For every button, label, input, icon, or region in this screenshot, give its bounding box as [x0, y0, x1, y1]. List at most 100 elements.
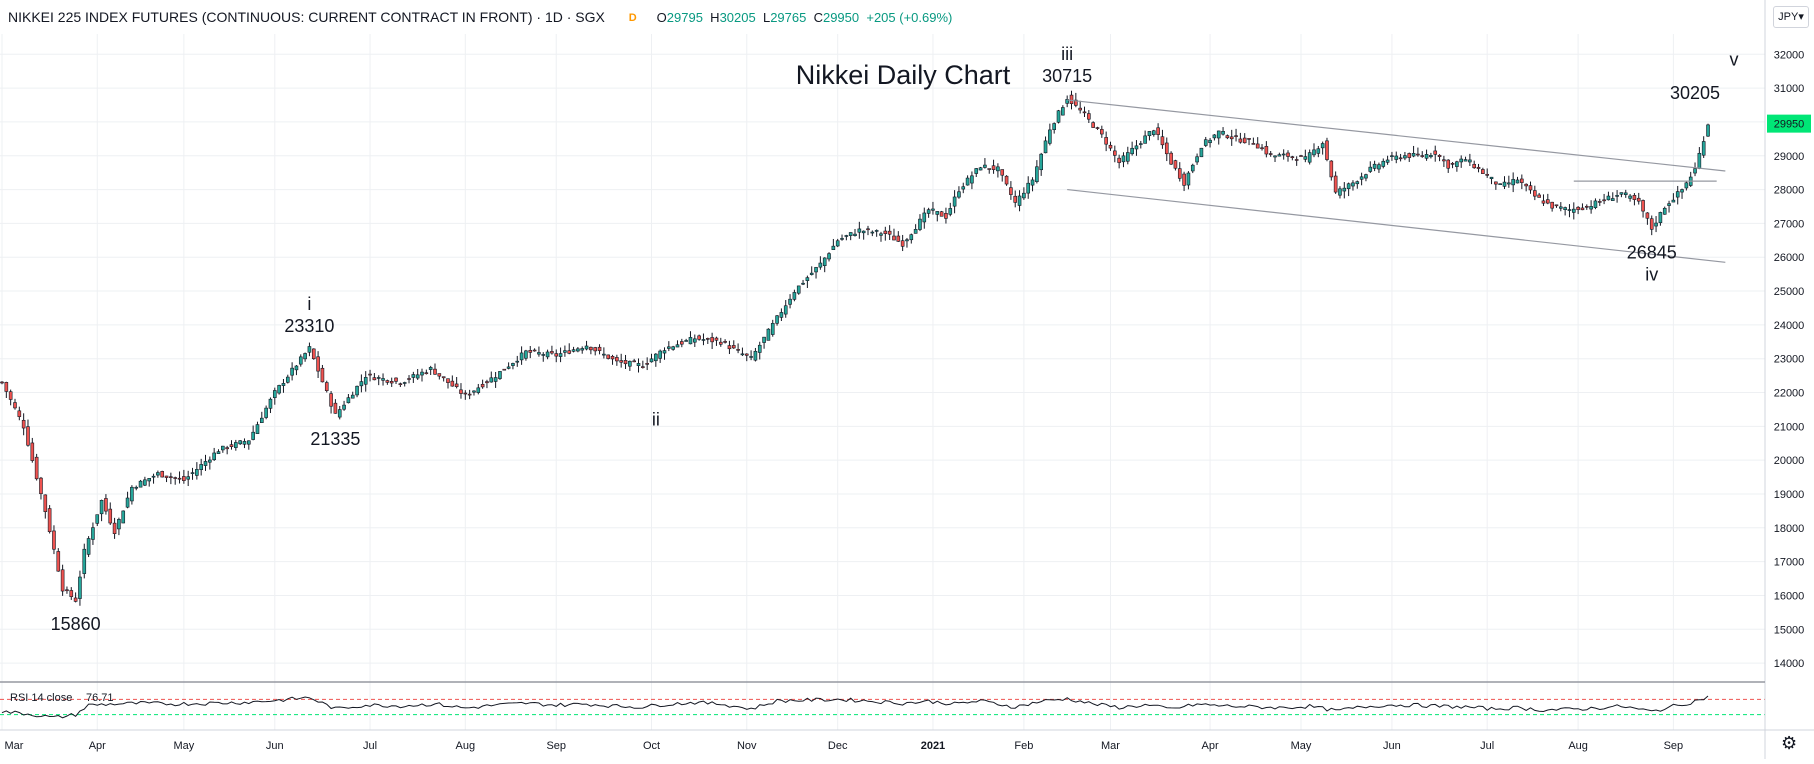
- candle-body-down: [731, 345, 736, 349]
- candle-body-up: [221, 445, 225, 451]
- candle: [1623, 189, 1628, 198]
- candle: [1013, 190, 1018, 208]
- candle-body-down: [593, 347, 598, 352]
- candle-body-up: [1606, 195, 1611, 201]
- candle-body-up: [662, 350, 667, 354]
- candle-body-down: [60, 569, 65, 592]
- gear-icon[interactable]: ⚙: [1781, 733, 1798, 753]
- y-tick-label: 15000: [1774, 624, 1805, 636]
- candle-body-down: [1541, 200, 1546, 204]
- candle: [385, 379, 390, 385]
- candle-body-up: [290, 367, 294, 376]
- symbol-name[interactable]: NIKKEI 225 INDEX FUTURES (CONTINUOUS: CU…: [8, 9, 605, 25]
- candle-body-up: [1043, 140, 1048, 154]
- candle-body-down: [1433, 150, 1438, 155]
- candle: [1671, 193, 1676, 203]
- candle: [809, 266, 814, 276]
- candle: [65, 586, 69, 594]
- candle: [636, 358, 641, 373]
- candle: [1247, 138, 1251, 146]
- candle-body-up: [701, 339, 706, 341]
- candle-body-up: [420, 371, 424, 376]
- candle-body-up: [350, 394, 355, 399]
- candle: [221, 445, 225, 453]
- candle-body-up: [749, 356, 753, 358]
- candle: [550, 345, 554, 355]
- candle-body-up: [857, 228, 862, 233]
- candle: [433, 363, 437, 375]
- candle: [1546, 193, 1550, 205]
- chevron-down-icon: ▾: [1798, 11, 1804, 23]
- candle-body-up: [840, 238, 844, 240]
- candle: [1294, 156, 1299, 166]
- candle-body-down: [182, 476, 186, 481]
- candle: [1199, 147, 1204, 158]
- candle-body-up: [234, 442, 238, 448]
- candle-body-up: [1667, 203, 1671, 206]
- candle-body-up: [913, 229, 918, 234]
- wave-label: 15860: [51, 614, 101, 634]
- candle-body-down: [441, 376, 446, 379]
- rsi-pane: RSI 14 close 76.71: [0, 692, 1765, 719]
- candle: [654, 353, 658, 367]
- candle: [1182, 171, 1186, 192]
- candle-body-down: [1446, 159, 1451, 169]
- candle: [991, 159, 996, 174]
- candle-body-up: [281, 383, 286, 386]
- candle: [1567, 204, 1572, 218]
- candle: [1442, 155, 1446, 167]
- candle-body-up: [996, 166, 1000, 172]
- candle-body-down: [1450, 163, 1455, 165]
- symbol-header[interactable]: NIKKEI 225 INDEX FUTURES (CONTINUOUS: CU…: [0, 0, 1608, 34]
- candle-body-up: [1130, 147, 1134, 155]
- candle: [1429, 152, 1433, 159]
- candle: [1082, 106, 1087, 117]
- candle: [1459, 155, 1464, 168]
- candle: [987, 168, 992, 174]
- wave-label: 21335: [310, 429, 360, 449]
- candle: [1004, 175, 1009, 186]
- currency-label: JPY: [1778, 11, 1799, 23]
- currency-button[interactable]: JPY▾: [1773, 6, 1809, 28]
- candle-body-up: [1035, 166, 1039, 182]
- candle: [1602, 193, 1606, 205]
- candle-body-down: [554, 353, 559, 357]
- candle: [662, 347, 667, 360]
- x-tick-label: Jul: [363, 740, 377, 752]
- candle-body-down: [705, 338, 710, 340]
- candle: [1489, 176, 1494, 185]
- candle: [1472, 160, 1476, 169]
- candle-body-down: [1229, 136, 1234, 140]
- candle: [1524, 183, 1528, 192]
- candle: [195, 462, 199, 480]
- candle-body-up: [801, 282, 805, 285]
- candle: [1706, 123, 1710, 137]
- candle-body-down: [485, 381, 489, 384]
- candle: [1061, 105, 1065, 116]
- candle-body-up: [1429, 155, 1433, 158]
- candle-body-down: [1472, 163, 1476, 169]
- candle: [1528, 181, 1533, 194]
- candle: [1160, 129, 1165, 149]
- candle: [1281, 149, 1286, 160]
- candle: [1126, 146, 1130, 165]
- candle-body-up: [688, 337, 693, 345]
- candle: [1610, 192, 1615, 201]
- candle-body-up: [428, 367, 433, 370]
- candle-body-up: [649, 358, 654, 363]
- candle-body-down: [437, 373, 442, 377]
- candle: [818, 256, 823, 270]
- candle-body-up: [147, 478, 152, 482]
- x-tick-label: Aug: [1568, 740, 1588, 752]
- candle-body-up: [805, 277, 810, 281]
- candle-body-up: [1017, 195, 1022, 206]
- candle: [796, 285, 801, 295]
- candle: [1628, 193, 1632, 202]
- candle-body-up: [1684, 182, 1689, 189]
- candle: [437, 373, 442, 380]
- candle: [1407, 152, 1412, 162]
- candle: [285, 374, 290, 384]
- candle-body-up: [1680, 189, 1684, 193]
